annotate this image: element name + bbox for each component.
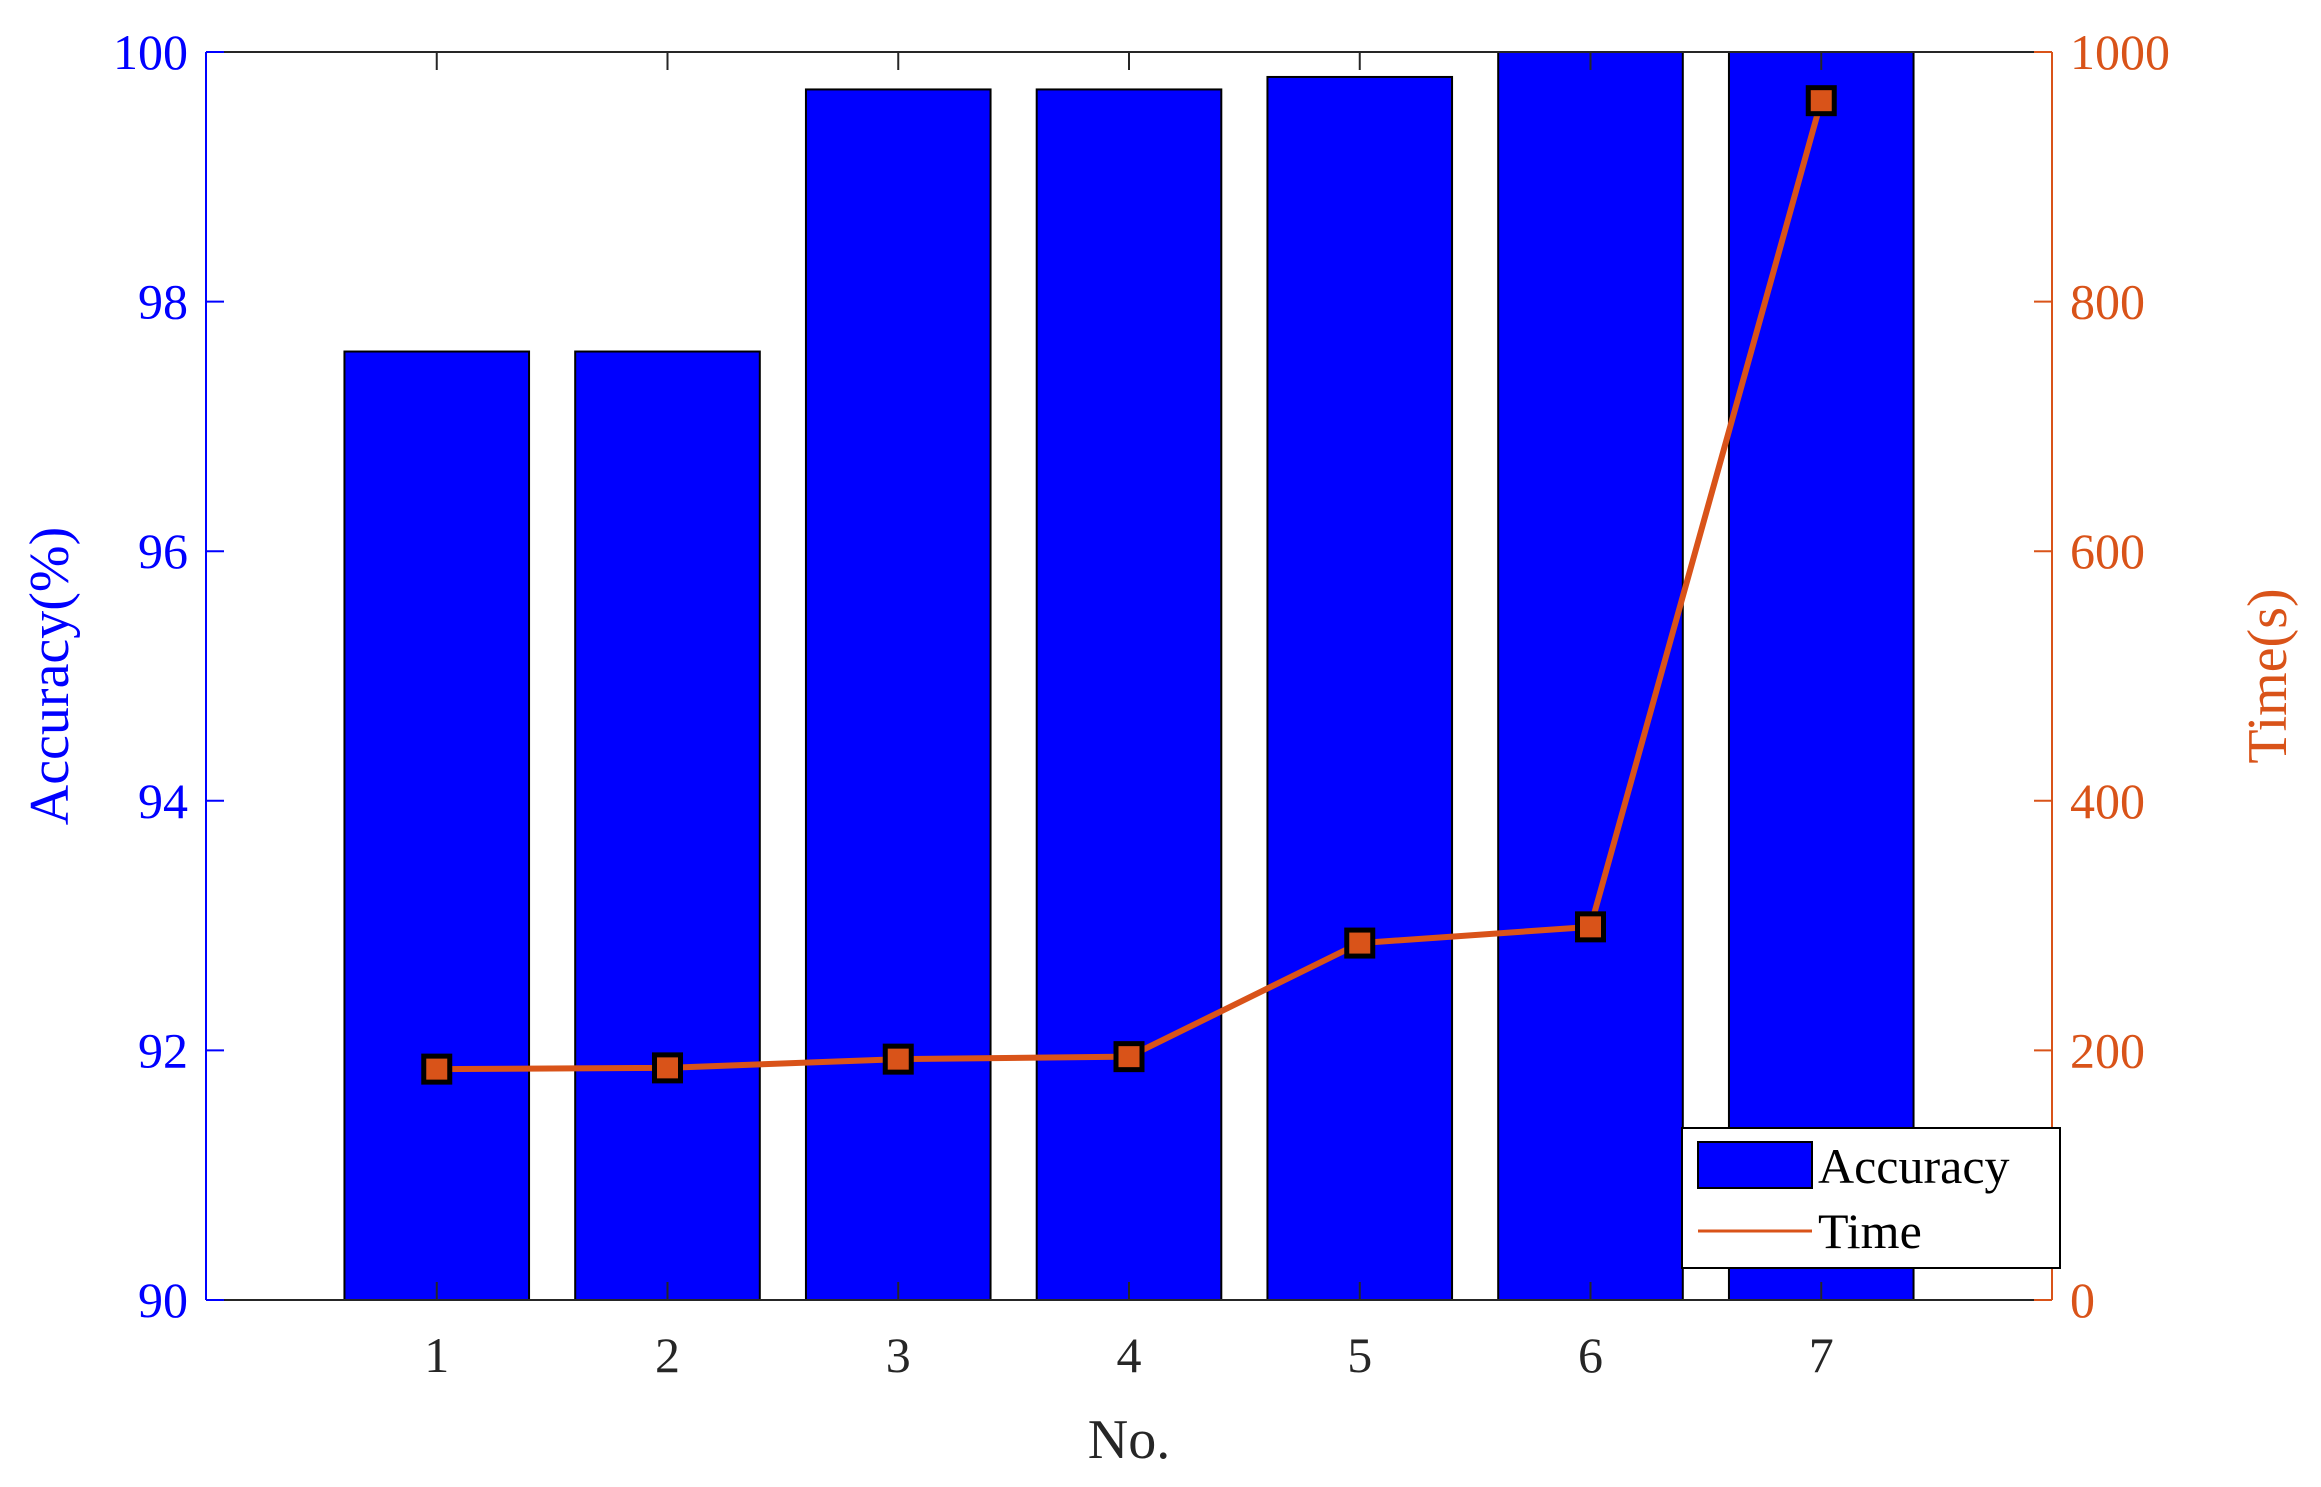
x-tick-label: 3 — [886, 1327, 911, 1383]
legend-time-label: Time — [1818, 1203, 1922, 1259]
right-y-tick-label: 1000 — [2070, 24, 2170, 80]
time-marker-4 — [1113, 1041, 1145, 1073]
left-y-axis-title: Accuracy(%) — [19, 527, 81, 825]
legend-accuracy-swatch — [1697, 1141, 1813, 1189]
left-y-tick-label: 98 — [138, 274, 188, 330]
bar-accuracy-3 — [804, 88, 992, 1302]
left-y-tick-label: 100 — [113, 24, 188, 80]
time-marker-7 — [1805, 85, 1837, 117]
time-marker-5 — [1344, 927, 1376, 959]
right-y-tick-label: 0 — [2070, 1272, 2095, 1328]
bar-accuracy-4 — [1035, 88, 1223, 1302]
left-y-tick-label: 94 — [138, 773, 188, 829]
right-y-axis-title: Time(s) — [2237, 588, 2299, 763]
right-y-tick-label: 600 — [2070, 523, 2145, 579]
time-marker-1 — [421, 1053, 453, 1085]
labels-layer: No. Accuracy(%) Time(s) — [19, 527, 2299, 1471]
time-marker-3 — [882, 1043, 914, 1075]
bar-accuracy-5 — [1266, 75, 1454, 1302]
time-marker-6 — [1575, 911, 1606, 943]
time-marker-2 — [652, 1052, 683, 1084]
x-tick-label: 4 — [1117, 1327, 1142, 1383]
x-tick-label: 7 — [1809, 1327, 1834, 1383]
bars-layer — [343, 51, 1915, 1302]
x-tick-label: 5 — [1347, 1327, 1372, 1383]
x-tick-label: 6 — [1578, 1327, 1603, 1383]
x-tick-label: 2 — [655, 1327, 680, 1383]
bar-accuracy-6 — [1497, 51, 1684, 1301]
x-axis-title: No. — [1088, 1409, 1170, 1471]
right-y-tick-label: 400 — [2070, 773, 2145, 829]
line-layer — [421, 85, 1837, 1085]
left-y-tick-label: 92 — [138, 1022, 188, 1078]
right-y-tick-label: 800 — [2070, 274, 2145, 330]
legend: Accuracy Time — [1681, 1127, 2061, 1269]
left-y-tick-label: 90 — [138, 1272, 188, 1328]
x-tick-label: 1 — [424, 1327, 449, 1383]
bar-accuracy-2 — [574, 350, 761, 1301]
legend-accuracy-label: Accuracy — [1818, 1138, 2010, 1194]
left-y-tick-label: 96 — [138, 523, 188, 579]
bar-accuracy-1 — [343, 350, 531, 1301]
right-y-tick-label: 200 — [2070, 1022, 2145, 1078]
bar-accuracy-7 — [1727, 51, 1915, 1301]
